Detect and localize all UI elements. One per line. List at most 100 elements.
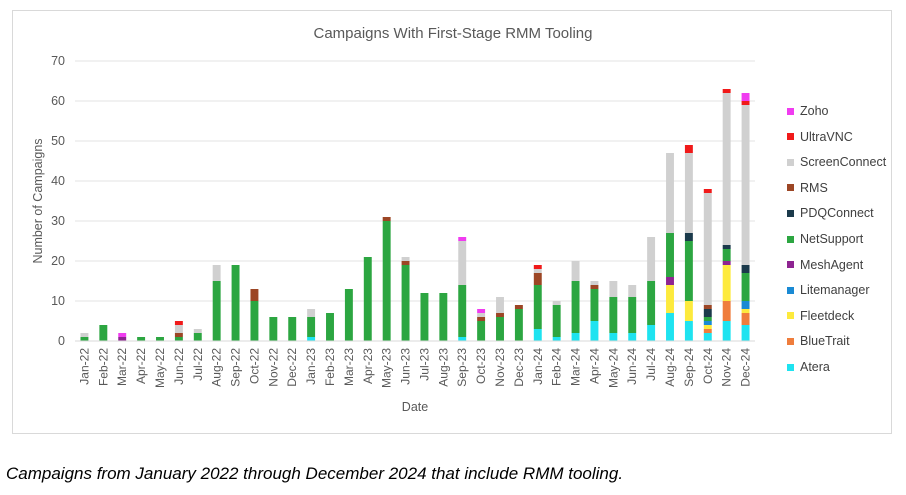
x-tick-label: Nov-23 bbox=[493, 348, 507, 387]
bar-segment-fleetdeck-oct-24 bbox=[703, 325, 712, 329]
x-tick-label: Jun-23 bbox=[399, 348, 413, 385]
bar-segment-rms-nov-23 bbox=[496, 313, 504, 317]
x-tick-label: Aug-24 bbox=[663, 348, 677, 387]
bar-segment-netsupport-jan-24 bbox=[533, 285, 542, 329]
bar-segment-netsupport-dec-24 bbox=[741, 273, 750, 301]
x-tick-label: Apr-24 bbox=[587, 348, 601, 384]
legend-swatch bbox=[787, 158, 794, 166]
bar-segment-pdqconnect-nov-24 bbox=[722, 245, 731, 249]
bar-segment-zoho-sep-23 bbox=[458, 237, 467, 241]
bar-segment-netsupport-sep-22 bbox=[231, 265, 240, 341]
bar-segment-netsupport-sep-24 bbox=[684, 241, 693, 301]
legend-item-netsupport: NetSupport bbox=[787, 231, 863, 247]
bar-segment-netsupport-jun-24 bbox=[628, 297, 637, 333]
x-tick-label: Mar-22 bbox=[115, 348, 129, 386]
bar-segment-screenconnect-jul-22 bbox=[193, 329, 202, 333]
y-axis-label: Number of Campaigns bbox=[31, 138, 45, 263]
y-tick-label: 60 bbox=[51, 94, 65, 108]
bar-segment-netsupport-apr-24 bbox=[590, 289, 599, 321]
x-tick-label: Mar-24 bbox=[569, 348, 583, 386]
bar-segment-netsupport-mar-23 bbox=[344, 289, 353, 341]
bar-segment-netsupport-jul-22 bbox=[193, 333, 202, 341]
x-tick-label: Mar-23 bbox=[342, 348, 356, 386]
legend-item-ultravnc: UltraVNC bbox=[787, 129, 853, 145]
bar-segment-netsupport-jun-22 bbox=[174, 337, 183, 341]
bar-segment-netsupport-oct-23 bbox=[477, 321, 486, 341]
bar-segment-atera-feb-24 bbox=[552, 337, 561, 341]
bar-segment-fleetdeck-dec-24 bbox=[741, 309, 750, 313]
bar-segment-screenconnect-mar-24 bbox=[571, 261, 580, 281]
legend-swatch bbox=[787, 312, 794, 320]
x-tick-label: Oct-24 bbox=[701, 348, 715, 384]
bar-segment-screenconnect-nov-23 bbox=[496, 297, 504, 313]
bar-segment-netsupport-may-22 bbox=[156, 337, 164, 341]
bar-segment-screenconnect-jun-22 bbox=[174, 325, 183, 333]
chart-panel: Campaigns With First-Stage RMM Tooling 0… bbox=[12, 10, 892, 434]
bar-segment-netsupport-nov-22 bbox=[269, 317, 278, 341]
x-tick-label: Nov-22 bbox=[266, 348, 280, 387]
legend-swatch bbox=[787, 363, 794, 371]
bar-segment-netsupport-jul-23 bbox=[420, 293, 429, 341]
bar-segment-pdqconnect-dec-24 bbox=[741, 265, 750, 273]
bar-segment-meshagent-nov-24 bbox=[722, 261, 731, 265]
legend-label: Litemanager bbox=[800, 283, 870, 298]
bar-segment-netsupport-jun-23 bbox=[401, 265, 410, 341]
bar-segment-atera-jul-24 bbox=[647, 325, 656, 341]
bar-segment-litemanager-dec-24 bbox=[741, 301, 750, 309]
bar-segment-fleetdeck-aug-24 bbox=[666, 285, 674, 313]
x-tick-label: Oct-23 bbox=[474, 348, 488, 384]
x-tick-label: Apr-23 bbox=[361, 348, 375, 384]
bar-segment-meshagent-aug-24 bbox=[666, 277, 674, 285]
bar-segment-netsupport-nov-24 bbox=[722, 249, 731, 261]
x-tick-label: May-23 bbox=[380, 348, 394, 388]
bar-segment-screenconnect-nov-24 bbox=[722, 93, 731, 245]
bar-segment-atera-jan-24 bbox=[533, 329, 542, 341]
bar-segment-zoho-dec-24 bbox=[741, 93, 750, 101]
stacked-bar-chart: Campaigns With First-Stage RMM Tooling 0… bbox=[31, 25, 755, 414]
bar-segment-netsupport-may-23 bbox=[382, 221, 391, 341]
bar-segment-screenconnect-aug-24 bbox=[666, 153, 674, 233]
bar-segment-rms-may-23 bbox=[382, 217, 391, 221]
bar-segment-atera-may-24 bbox=[609, 333, 618, 341]
y-tick-label: 70 bbox=[51, 54, 65, 68]
bar-segment-netsupport-feb-22 bbox=[99, 325, 108, 341]
bar-segment-rms-oct-24 bbox=[703, 305, 712, 309]
bar-segment-screenconnect-oct-24 bbox=[703, 193, 712, 305]
bar-segment-atera-sep-23 bbox=[458, 337, 467, 341]
x-axis-label: Date bbox=[402, 400, 428, 414]
bar-segment-screenconnect-sep-24 bbox=[684, 153, 693, 233]
bar-segment-netsupport-feb-23 bbox=[326, 313, 334, 341]
y-tick-label: 30 bbox=[51, 214, 65, 228]
x-tick-label: Jul-24 bbox=[644, 348, 658, 381]
bar-segment-atera-jun-24 bbox=[628, 333, 637, 341]
bar-segment-screenconnect-oct-23 bbox=[477, 313, 486, 317]
bar-segment-netsupport-aug-23 bbox=[439, 293, 448, 341]
legend-item-fleetdeck: Fleetdeck bbox=[787, 308, 854, 324]
x-tick-label: Jul-22 bbox=[191, 348, 205, 381]
bar-segment-netsupport-jan-22 bbox=[80, 337, 89, 341]
x-tick-label: May-22 bbox=[153, 348, 167, 388]
x-tick-label: Oct-22 bbox=[247, 348, 261, 384]
bar-segment-atera-nov-24 bbox=[722, 321, 731, 341]
x-tick-label: Feb-22 bbox=[96, 348, 110, 386]
legend-swatch bbox=[787, 337, 794, 345]
bar-segment-rms-oct-22 bbox=[250, 289, 259, 301]
bar-segment-netsupport-apr-23 bbox=[363, 257, 372, 341]
bar-segment-screenconnect-jun-24 bbox=[628, 285, 637, 297]
figure-caption: Campaigns from January 2022 through Dece… bbox=[6, 464, 624, 483]
x-tick-label: Sep-24 bbox=[682, 348, 696, 387]
bar-segment-atera-jan-23 bbox=[307, 337, 316, 341]
bar-segment-meshagent-mar-22 bbox=[118, 337, 127, 341]
x-tick-label: Apr-22 bbox=[134, 348, 148, 384]
x-tick-label: Sep-23 bbox=[455, 348, 469, 387]
legend-item-atera: Atera bbox=[787, 359, 830, 375]
bar-segment-atera-apr-24 bbox=[590, 321, 599, 341]
legend-item-meshagent: MeshAgent bbox=[787, 257, 863, 273]
legend-swatch bbox=[787, 133, 794, 141]
bar-segment-rms-jun-23 bbox=[401, 261, 410, 265]
bar-segment-screenconnect-sep-23 bbox=[458, 241, 467, 285]
bar-segment-netsupport-sep-23 bbox=[458, 285, 467, 337]
bar-segment-ultravnc-jan-24 bbox=[533, 265, 542, 269]
legend-item-zoho: Zoho bbox=[787, 103, 829, 119]
x-tick-label: Aug-23 bbox=[436, 348, 450, 387]
